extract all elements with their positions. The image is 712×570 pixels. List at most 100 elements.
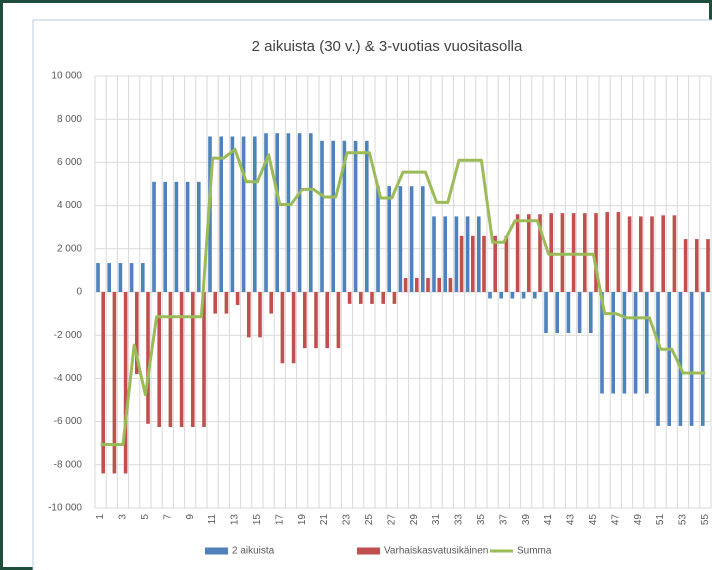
bar <box>695 239 699 292</box>
bar <box>219 136 223 292</box>
x-tick-label: 27 <box>386 514 397 526</box>
bar <box>191 292 195 427</box>
bar <box>392 292 397 304</box>
bar <box>286 133 291 292</box>
y-tick-label: -4 000 <box>54 373 83 384</box>
bar <box>336 292 341 349</box>
y-tick-label: 10 000 <box>51 71 82 82</box>
bar <box>448 277 453 292</box>
line <box>100 147 706 446</box>
bar <box>107 263 111 292</box>
legend-swatch <box>357 547 380 555</box>
bar <box>605 212 609 292</box>
bar <box>706 239 710 292</box>
x-tick-label: 43 <box>566 514 577 526</box>
bar <box>577 292 582 334</box>
y-tick-label: 0 <box>76 287 82 298</box>
bar <box>280 292 285 364</box>
y-tick-label: -2 000 <box>54 330 83 341</box>
x-tick-label: 45 <box>588 514 599 526</box>
bar <box>347 292 352 304</box>
bar <box>527 214 531 292</box>
bar <box>656 292 660 426</box>
y-tick-label: 8 000 <box>57 114 82 125</box>
legend-swatch <box>205 547 228 555</box>
bar <box>247 292 251 338</box>
bar <box>443 216 447 292</box>
bar <box>661 215 665 292</box>
bar <box>645 292 649 394</box>
bar <box>594 213 598 292</box>
bar <box>174 181 179 292</box>
bar <box>146 292 150 424</box>
x-tick-label: 55 <box>700 514 711 526</box>
bar <box>331 140 335 292</box>
bar <box>403 277 408 292</box>
bar <box>701 292 705 426</box>
legend-label: 2 aikuista <box>232 546 275 557</box>
x-tick-label: 7 <box>162 514 173 520</box>
x-tick-label: 37 <box>498 514 509 526</box>
bar <box>437 277 441 292</box>
bar <box>622 292 627 394</box>
bar <box>101 292 105 474</box>
x-tick-label: 3 <box>118 514 129 520</box>
bar <box>521 292 526 299</box>
bar <box>482 235 486 292</box>
bar <box>538 214 542 292</box>
bar <box>359 292 363 304</box>
x-tick-label: 15 <box>252 514 263 526</box>
y-tick-label: -10 000 <box>48 503 82 514</box>
bar <box>493 235 497 292</box>
x-tick-label: 31 <box>431 514 442 526</box>
x-tick-label: 13 <box>230 514 241 526</box>
legend-label: Varhaiskasvatusikäinen <box>384 546 488 557</box>
x-tick-label: 39 <box>521 514 532 526</box>
y-tick-label: 4 000 <box>57 200 82 211</box>
bar <box>235 292 240 305</box>
bar <box>650 216 654 292</box>
legend-label: Summa <box>517 546 552 557</box>
bar <box>297 133 302 292</box>
bar <box>504 235 509 292</box>
bar <box>549 213 553 292</box>
bar <box>353 140 358 292</box>
bar <box>566 292 571 334</box>
bar <box>376 186 380 292</box>
bar <box>152 181 156 292</box>
bar <box>230 136 235 292</box>
bar <box>544 292 548 334</box>
bar <box>600 292 604 394</box>
bar <box>477 216 481 292</box>
bar <box>185 181 190 292</box>
bar <box>135 292 139 375</box>
bar <box>683 239 688 292</box>
bar <box>426 277 430 292</box>
x-tick-label: 25 <box>364 514 375 526</box>
bar <box>381 292 385 304</box>
bar <box>325 292 329 349</box>
bar <box>571 213 576 292</box>
x-tick-label: 51 <box>655 514 666 526</box>
bar <box>421 186 425 292</box>
bar <box>611 292 615 394</box>
bar <box>275 133 279 292</box>
x-tick-label: 23 <box>342 514 353 526</box>
y-tick-label: -6 000 <box>54 416 83 427</box>
bar <box>627 216 632 292</box>
bar <box>432 216 436 292</box>
bar <box>303 292 307 349</box>
bar <box>409 186 414 292</box>
y-tick-label: -8 000 <box>54 459 83 470</box>
x-tick-label: 19 <box>297 514 308 526</box>
bar <box>264 133 268 292</box>
bar <box>179 292 184 427</box>
y-tick-label: 6 000 <box>57 157 82 168</box>
bar <box>253 136 257 292</box>
x-tick-label: 11 <box>207 514 218 525</box>
x-tick-label: 33 <box>454 514 465 526</box>
bar <box>118 263 123 292</box>
x-tick-label: 5 <box>140 514 151 520</box>
bar <box>689 292 694 426</box>
bar <box>202 292 206 427</box>
